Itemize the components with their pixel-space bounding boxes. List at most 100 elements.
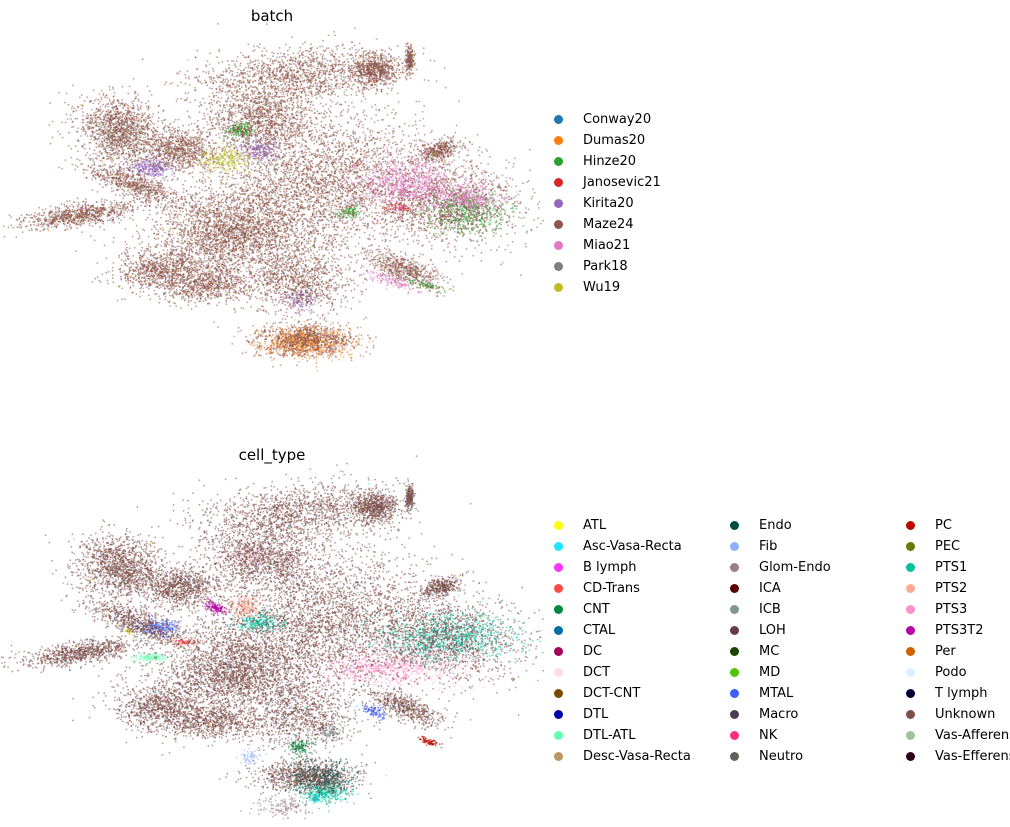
legend-item: Kirita20 (554, 193, 634, 214)
legend-item: ICA (730, 578, 781, 599)
legend-label: PTS3 (935, 602, 967, 617)
legend-marker (554, 563, 563, 572)
legend-marker (906, 521, 915, 530)
legend-label: Glom-Endo (759, 560, 831, 575)
legend-item: PTS3T2 (906, 620, 984, 641)
legend-label: Janosevic21 (583, 175, 661, 190)
legend-label: PEC (935, 539, 960, 554)
legend-item: Hinze20 (554, 151, 636, 172)
legend-marker (906, 731, 915, 740)
legend-marker (730, 710, 739, 719)
legend-label: B lymph (583, 560, 637, 575)
legend-label: NK (759, 728, 777, 743)
legend-item: DTL (554, 704, 608, 725)
legend-item: Glom-Endo (730, 557, 831, 578)
legend-label: Miao21 (583, 238, 630, 253)
legend-item: ATL (554, 515, 606, 536)
legend-item: LOH (730, 620, 786, 641)
legend-item: Unknown (906, 704, 995, 725)
legend-label: DCT-CNT (583, 686, 640, 701)
legend-marker (730, 668, 739, 677)
legend-item: PTS3 (906, 599, 967, 620)
legend-label: DCT (583, 665, 610, 680)
scatter-series-unknown (1, 455, 544, 806)
legend-item: Per (906, 641, 956, 662)
legend-item: Janosevic21 (554, 172, 661, 193)
legend-marker (906, 668, 915, 677)
legend-marker (554, 220, 563, 229)
legend-item: DCT (554, 662, 610, 683)
legend-label: Per (935, 644, 956, 659)
legend-item: DC (554, 641, 602, 662)
legend-marker (730, 689, 739, 698)
legend-label: Wu19 (583, 280, 620, 295)
legend-marker (906, 689, 915, 698)
legend-label: Vas-Efferens (935, 749, 1010, 764)
legend-item: Asc-Vasa-Recta (554, 536, 682, 557)
legend-marker (906, 542, 915, 551)
legend-marker (554, 689, 563, 698)
legend-item: Conway20 (554, 109, 651, 130)
scatter-series-vas-afferens (73, 489, 456, 791)
legend-marker (730, 584, 739, 593)
legend-marker (730, 647, 739, 656)
legend-label: PTS2 (935, 581, 967, 596)
legend-label: CTAL (583, 623, 615, 638)
legend-marker (906, 647, 915, 656)
legend-item: Macro (730, 704, 798, 725)
legend-label: Podo (935, 665, 967, 680)
legend-marker (554, 605, 563, 614)
legend-marker (554, 178, 563, 187)
legend-label: Dumas20 (583, 133, 645, 148)
legend-marker (554, 241, 563, 250)
legend-item: CTAL (554, 620, 615, 641)
legend-item: NK (730, 725, 777, 746)
legend-label: Vas-Afferens (935, 728, 1010, 743)
legend-label: DTL-ATL (583, 728, 635, 743)
legend-marker (554, 668, 563, 677)
legend-marker (906, 584, 915, 593)
legend-item: MD (730, 662, 780, 683)
legend-label: CD-Trans (583, 581, 640, 596)
legend-marker (554, 521, 563, 530)
legend-item: T lymph (906, 683, 988, 704)
batch-umap-plot (0, 0, 544, 413)
legend-item: Desc-Vasa-Recta (554, 746, 691, 767)
legend-item: DTL-ATL (554, 725, 635, 746)
legend-marker (730, 731, 739, 740)
legend-item: ICB (730, 599, 781, 620)
legend-marker (554, 752, 563, 761)
legend-item: PTS2 (906, 578, 967, 599)
legend-marker (730, 605, 739, 614)
scatter-series-icb (73, 490, 499, 743)
legend-label: Neutro (759, 749, 803, 764)
legend-marker (554, 115, 563, 124)
legend-item: Maze24 (554, 214, 634, 235)
legend-label: Hinze20 (583, 154, 636, 169)
legend-label: ICB (759, 602, 781, 617)
legend-label: Endo (759, 518, 792, 533)
legend-item: Neutro (730, 746, 803, 767)
legend-marker (554, 262, 563, 271)
legend-marker (906, 605, 915, 614)
legend-item: CNT (554, 599, 610, 620)
legend-marker (730, 563, 739, 572)
legend-label: Macro (759, 707, 798, 722)
legend-marker (730, 752, 739, 761)
legend-item: DCT-CNT (554, 683, 640, 704)
legend-label: Park18 (583, 259, 628, 274)
legend-marker (554, 136, 563, 145)
legend-marker (554, 199, 563, 208)
legend-item: Vas-Afferens (906, 725, 1010, 746)
legend-label: CNT (583, 602, 610, 617)
legend-label: Maze24 (583, 217, 634, 232)
legend-marker (554, 542, 563, 551)
legend-item: Wu19 (554, 277, 620, 298)
legend-item: PC (906, 515, 952, 536)
legend-marker (554, 710, 563, 719)
legend-label: PTS1 (935, 560, 967, 575)
legend-marker (554, 157, 563, 166)
legend-label: DTL (583, 707, 608, 722)
legend-label: Desc-Vasa-Recta (583, 749, 691, 764)
legend-item: Park18 (554, 256, 628, 277)
